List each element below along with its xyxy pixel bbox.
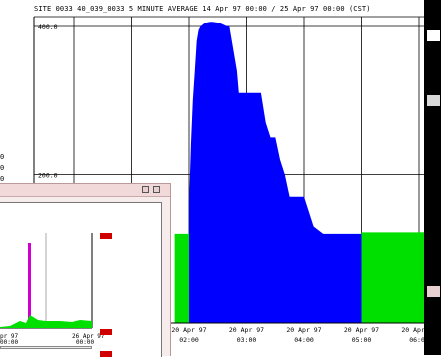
color-swatch[interactable]: [427, 30, 440, 41]
x-tick-date: 20 Apr 97: [229, 326, 264, 334]
inset-xtick-time: 00:00: [0, 339, 18, 346]
right-panel-edge: [424, 0, 441, 355]
x-tick-time: 02:00: [179, 336, 199, 344]
x-tick-time: 03:00: [237, 336, 257, 344]
series-area: [189, 22, 362, 323]
x-tick-time: 04:00: [294, 336, 314, 344]
series-area: [175, 234, 189, 323]
maximize-button[interactable]: [153, 186, 160, 193]
minimize-button[interactable]: [142, 186, 149, 193]
red-marker[interactable]: [100, 233, 112, 239]
left-edge-fragment: 0: [0, 175, 4, 183]
left-edge-fragment: 0: [0, 153, 4, 161]
inset-chart: pr 97 00:00 26 Apr 97 00:00: [0, 203, 161, 357]
x-tick-date: 20 Apr 97: [344, 326, 379, 334]
inset-titlebar[interactable]: [0, 184, 170, 197]
y-tick-label: 200.0: [38, 172, 58, 180]
red-marker[interactable]: [100, 351, 112, 357]
red-marker[interactable]: [100, 329, 112, 335]
y-tick-label: 400.0: [38, 23, 58, 31]
color-swatch[interactable]: [427, 95, 440, 106]
chart-series: [175, 22, 441, 323]
x-tick-date: 20 Apr 97: [286, 326, 321, 334]
inset-spike: [28, 243, 31, 328]
color-swatch[interactable]: [427, 286, 440, 297]
x-tick-date: 20 Apr 97: [171, 326, 206, 334]
x-tick-time: 05:00: [352, 336, 372, 344]
inset-xtick-time: 00:00: [76, 339, 94, 346]
left-edge-fragment: 0: [0, 164, 4, 172]
inset-window[interactable]: pr 97 00:00 26 Apr 97 00:00: [0, 183, 171, 356]
inset-scrollbar[interactable]: [0, 346, 92, 349]
chart-title: SITE 0033 40_039_0033 5 MINUTE AVERAGE 1…: [34, 5, 371, 13]
inset-plot-area: pr 97 00:00 26 Apr 97 00:00: [0, 202, 162, 357]
